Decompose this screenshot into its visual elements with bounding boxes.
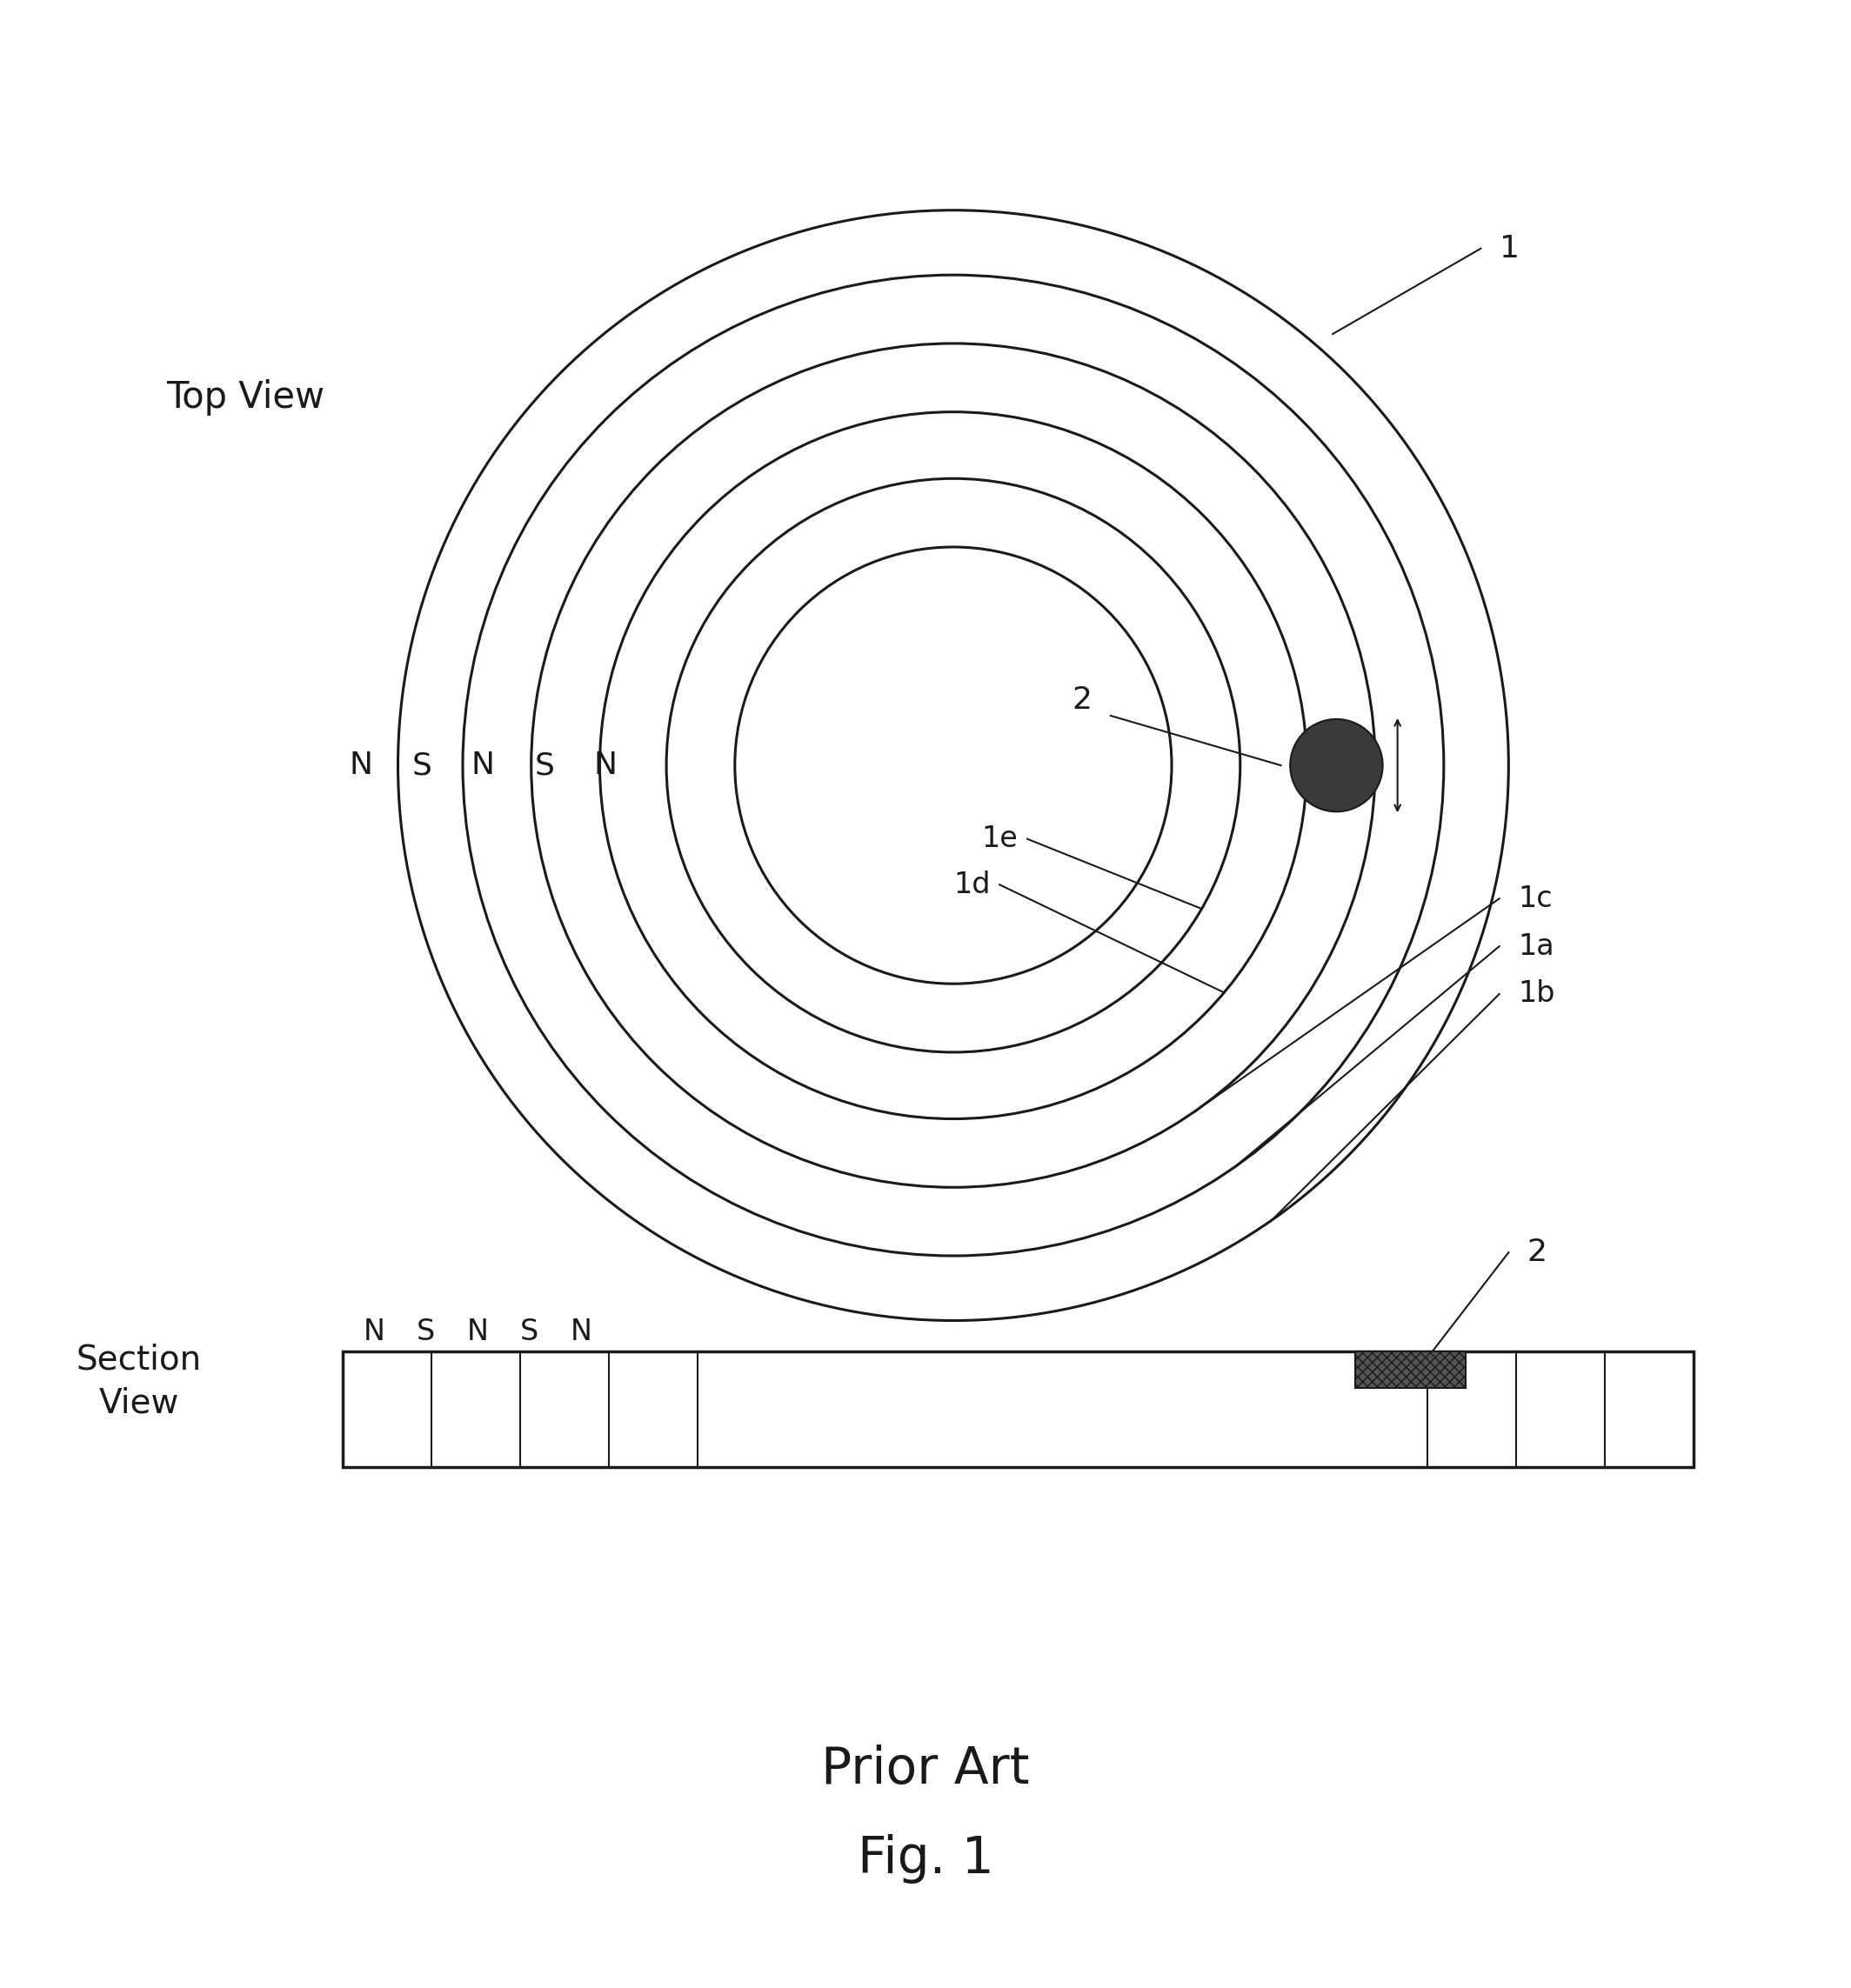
Text: 2: 2 <box>1072 686 1092 714</box>
Text: 1e: 1e <box>981 825 1018 853</box>
Text: N: N <box>594 751 616 779</box>
Text: 1c: 1c <box>1518 885 1553 912</box>
Text: 2: 2 <box>1527 1239 1547 1266</box>
Text: 1: 1 <box>1499 235 1520 262</box>
Text: Fig. 1: Fig. 1 <box>857 1835 994 1883</box>
Text: N: N <box>466 1318 489 1346</box>
Text: S: S <box>520 1318 539 1346</box>
Text: Top View: Top View <box>167 380 326 415</box>
Text: N: N <box>570 1318 592 1346</box>
Text: N: N <box>350 751 372 779</box>
Bar <box>342 1352 1694 1467</box>
Text: N: N <box>472 751 494 779</box>
Text: 1b: 1b <box>1518 980 1555 1008</box>
Text: Section
View: Section View <box>76 1344 202 1419</box>
Text: S: S <box>416 1318 435 1346</box>
Ellipse shape <box>1290 720 1383 811</box>
Text: Prior Art: Prior Art <box>822 1745 1029 1793</box>
Bar <box>1355 1352 1466 1388</box>
Text: 1d: 1d <box>953 871 990 899</box>
Text: S: S <box>535 751 553 779</box>
Text: N: N <box>363 1318 385 1346</box>
Text: S: S <box>413 751 431 779</box>
Text: 1a: 1a <box>1518 932 1555 960</box>
